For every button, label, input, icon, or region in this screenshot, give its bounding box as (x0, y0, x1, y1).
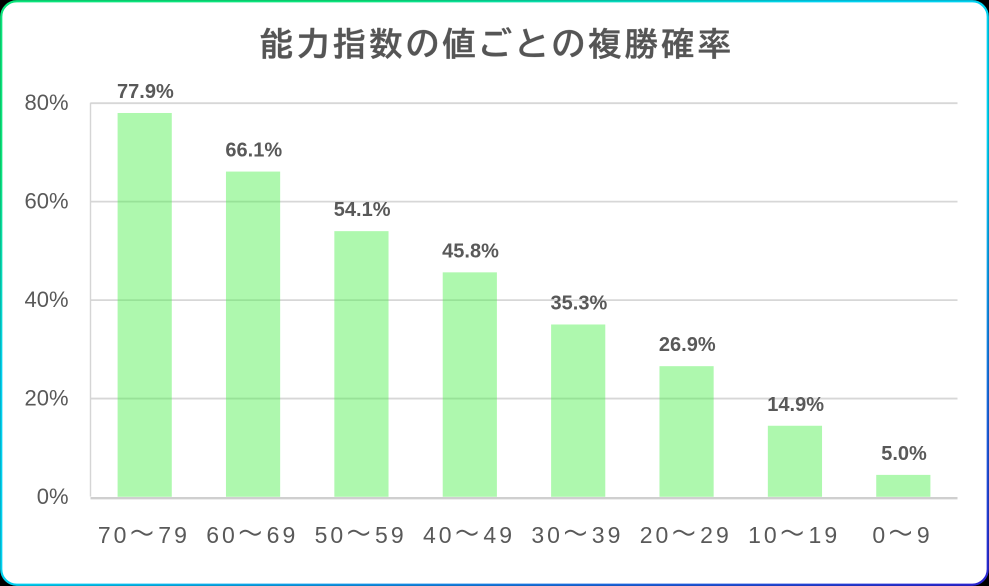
svg-text:29: 29 (700, 522, 732, 548)
svg-text:69: 69 (267, 522, 299, 548)
svg-text:66.1%: 66.1% (225, 140, 282, 162)
svg-text:60: 60 (206, 522, 238, 548)
svg-text:35.3%: 35.3% (551, 292, 608, 314)
svg-text:45.8%: 45.8% (442, 240, 499, 262)
svg-text:80%: 80% (25, 90, 69, 115)
svg-text:39: 39 (592, 522, 624, 548)
svg-text:20%: 20% (25, 386, 69, 411)
svg-text:30: 30 (531, 522, 563, 548)
svg-text:10: 10 (748, 522, 780, 548)
svg-text:0: 0 (872, 522, 888, 548)
svg-text:70: 70 (98, 522, 130, 548)
svg-text:60%: 60% (25, 189, 69, 214)
svg-text:79: 79 (158, 522, 190, 548)
svg-text:20: 20 (640, 522, 672, 548)
svg-text:77.9%: 77.9% (117, 81, 174, 103)
svg-text:40%: 40% (25, 287, 69, 312)
svg-text:26.9%: 26.9% (659, 334, 716, 356)
svg-text:19: 19 (809, 522, 841, 548)
svg-text:59: 59 (375, 522, 407, 548)
svg-text:9: 9 (917, 522, 933, 548)
svg-text:40: 40 (423, 522, 455, 548)
svg-text:54.1%: 54.1% (334, 199, 391, 221)
svg-text:0%: 0% (37, 484, 69, 509)
svg-text:49: 49 (483, 522, 515, 548)
svg-text:14.9%: 14.9% (767, 394, 824, 416)
svg-text:50: 50 (315, 522, 347, 548)
svg-text:5.0%: 5.0% (881, 443, 927, 465)
